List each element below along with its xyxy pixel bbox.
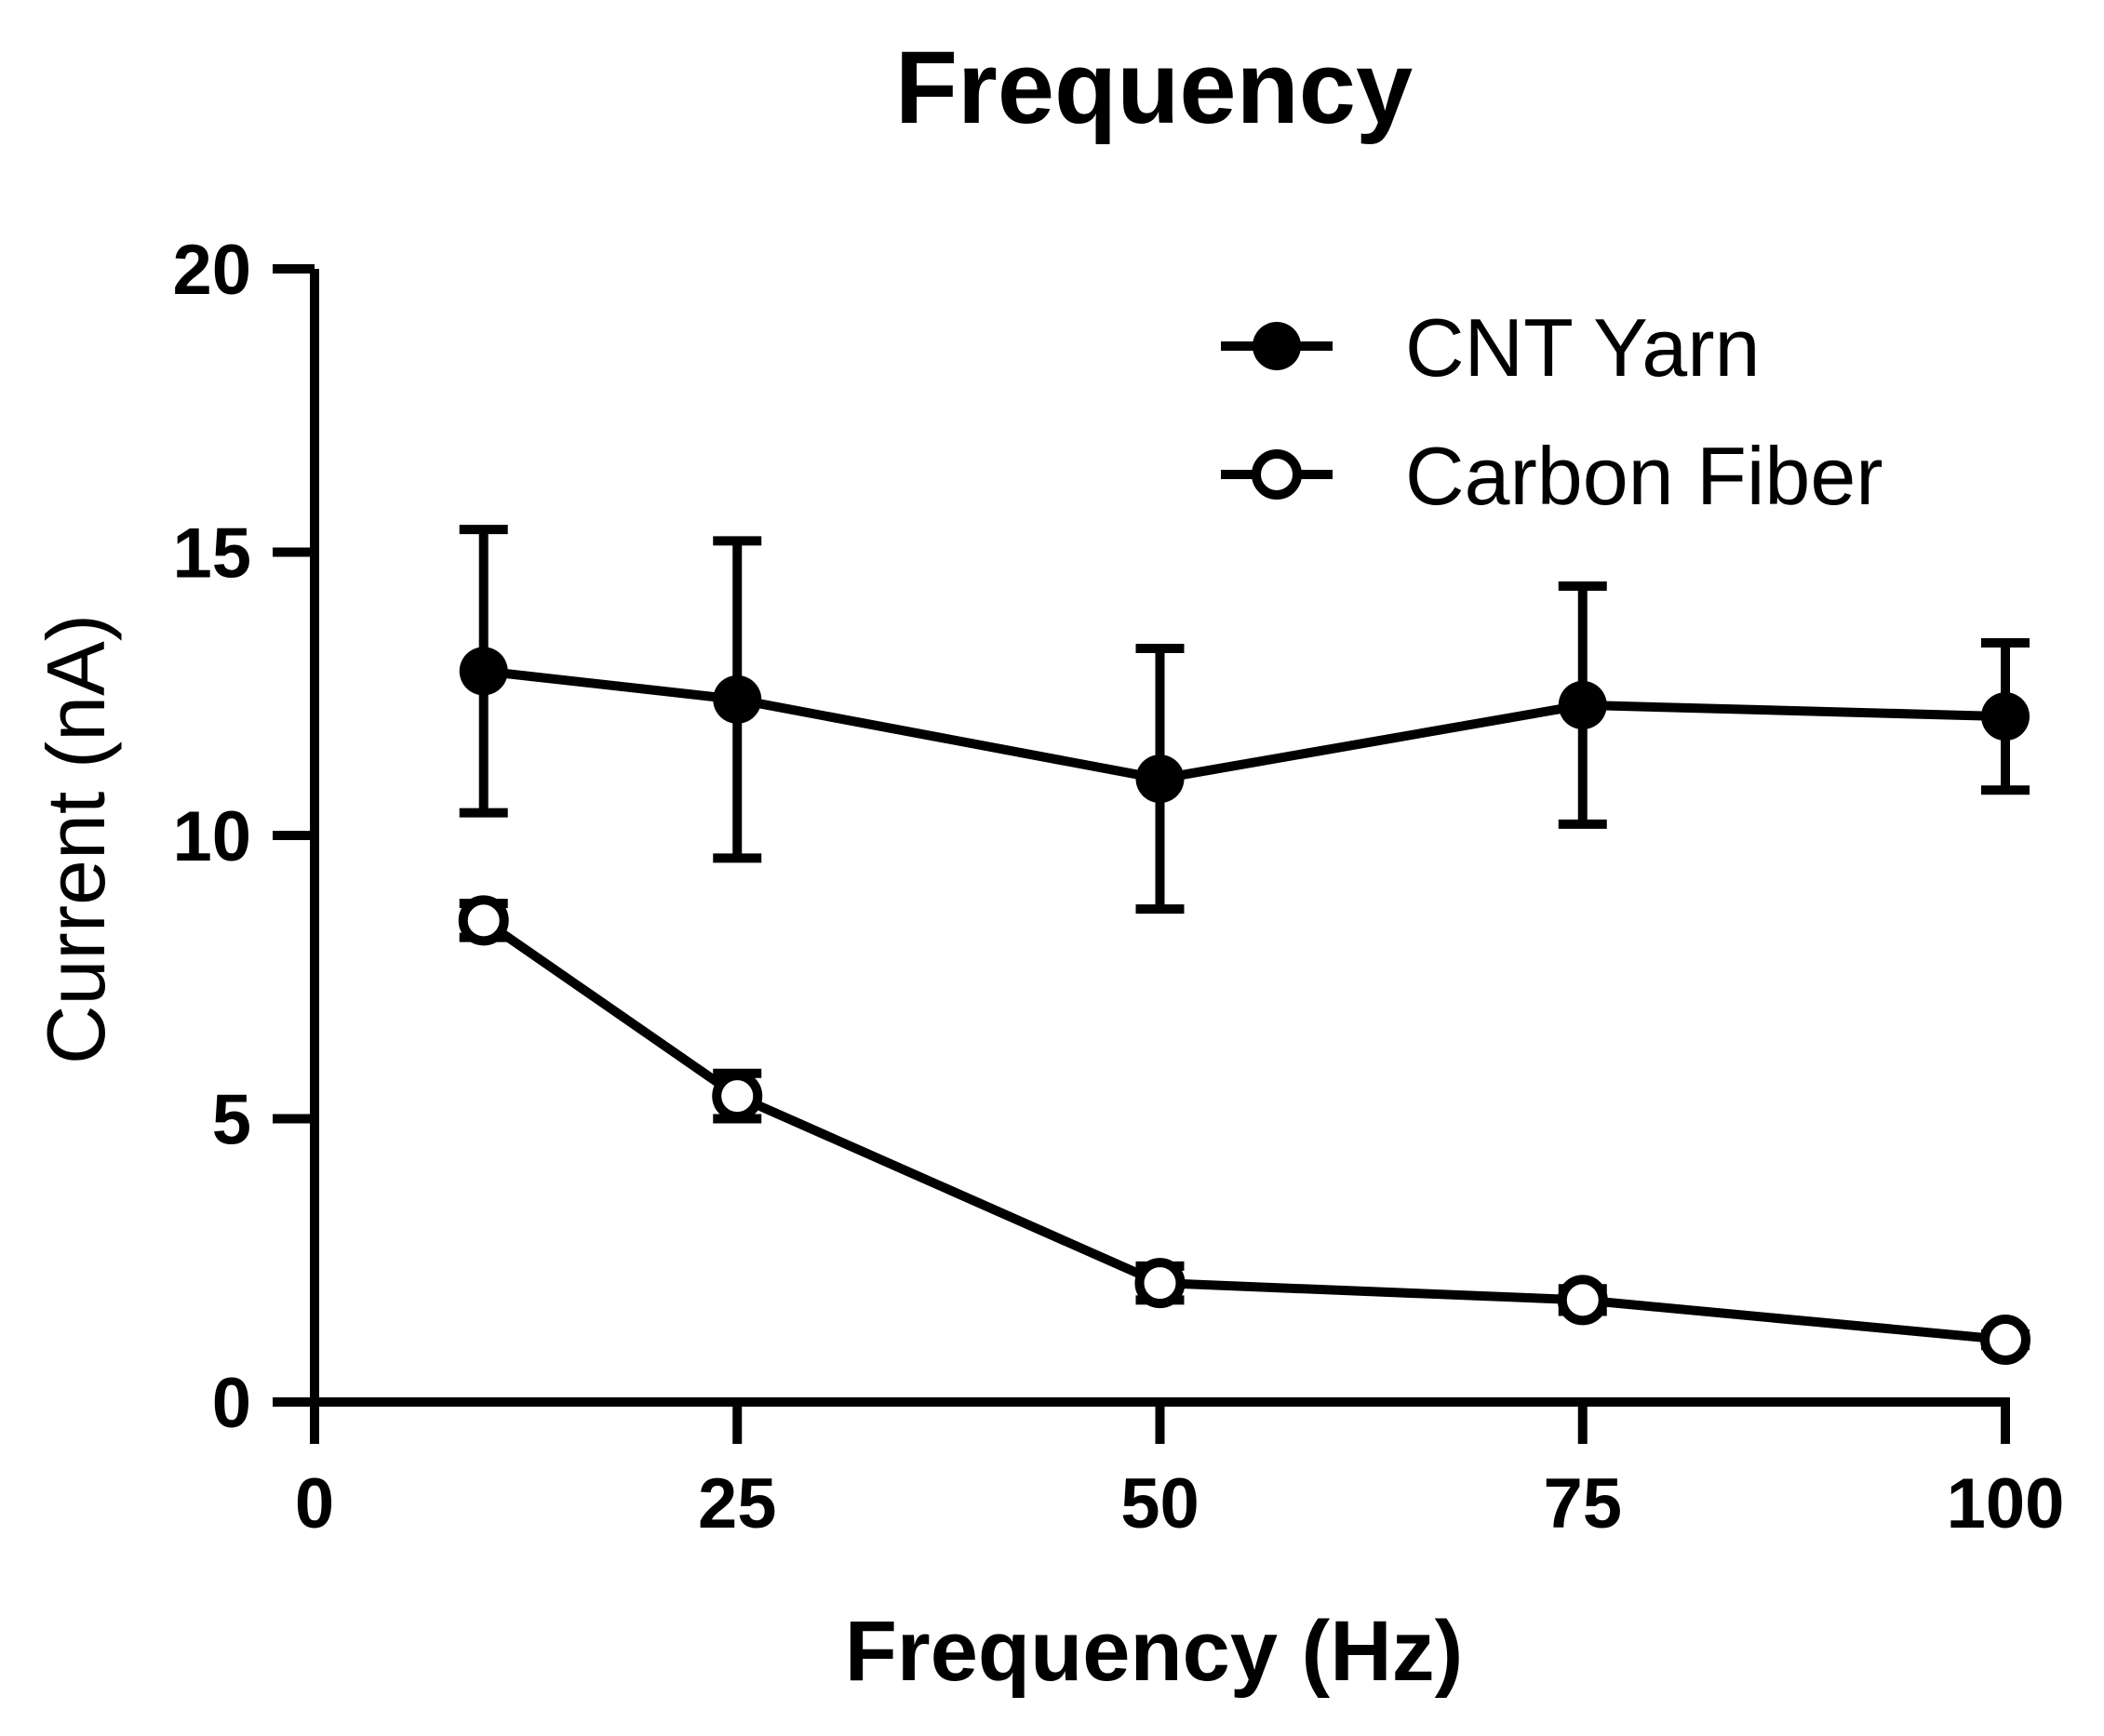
data-point <box>1557 1275 1608 1326</box>
data-point <box>713 674 762 724</box>
legend: CNT Yarn Carbon Fiber <box>1221 301 1883 522</box>
series-carbon-fiber <box>458 895 2030 1366</box>
legend-item: Carbon Fiber <box>1221 430 1883 522</box>
legend-item: CNT Yarn <box>1221 301 1760 394</box>
data-point <box>1135 754 1185 804</box>
data-point <box>712 1071 763 1122</box>
x-axis-ticks: 0 25 50 75 100 <box>295 1402 2065 1543</box>
series-cnt-yarn <box>459 525 2030 915</box>
data-point <box>1134 1258 1186 1309</box>
series-layer <box>458 525 2030 1366</box>
x-tick-label: 25 <box>698 1464 777 1543</box>
data-point <box>1980 1315 2030 1366</box>
data-point <box>1558 680 1607 729</box>
x-tick-label: 0 <box>295 1464 334 1543</box>
series-line <box>480 916 2006 1344</box>
x-tick-label: 75 <box>1543 1464 1622 1543</box>
legend-marker <box>1252 449 1302 500</box>
y-tick-label: 15 <box>172 514 251 594</box>
data-point <box>458 895 509 946</box>
x-tick-label: 100 <box>1947 1464 2065 1543</box>
legend-label: Carbon Fiber <box>1405 430 1883 522</box>
x-axis-label: Frequency (Hz) <box>845 1604 1464 1699</box>
legend-marker <box>1253 322 1301 370</box>
chart-title: Frequency <box>895 31 1413 145</box>
data-point <box>1981 692 2030 741</box>
x-tick-label: 50 <box>1120 1464 1199 1543</box>
y-tick-label: 20 <box>172 231 251 310</box>
y-axis-ticks: 0 5 10 15 20 <box>172 231 315 1443</box>
y-tick-label: 5 <box>212 1081 251 1160</box>
y-tick-label: 10 <box>172 797 251 876</box>
data-point <box>459 647 508 696</box>
y-tick-label: 0 <box>212 1364 251 1443</box>
series-line <box>483 666 2006 784</box>
legend-label: CNT Yarn <box>1405 301 1760 394</box>
y-axis-label: Current (nA) <box>30 614 122 1064</box>
